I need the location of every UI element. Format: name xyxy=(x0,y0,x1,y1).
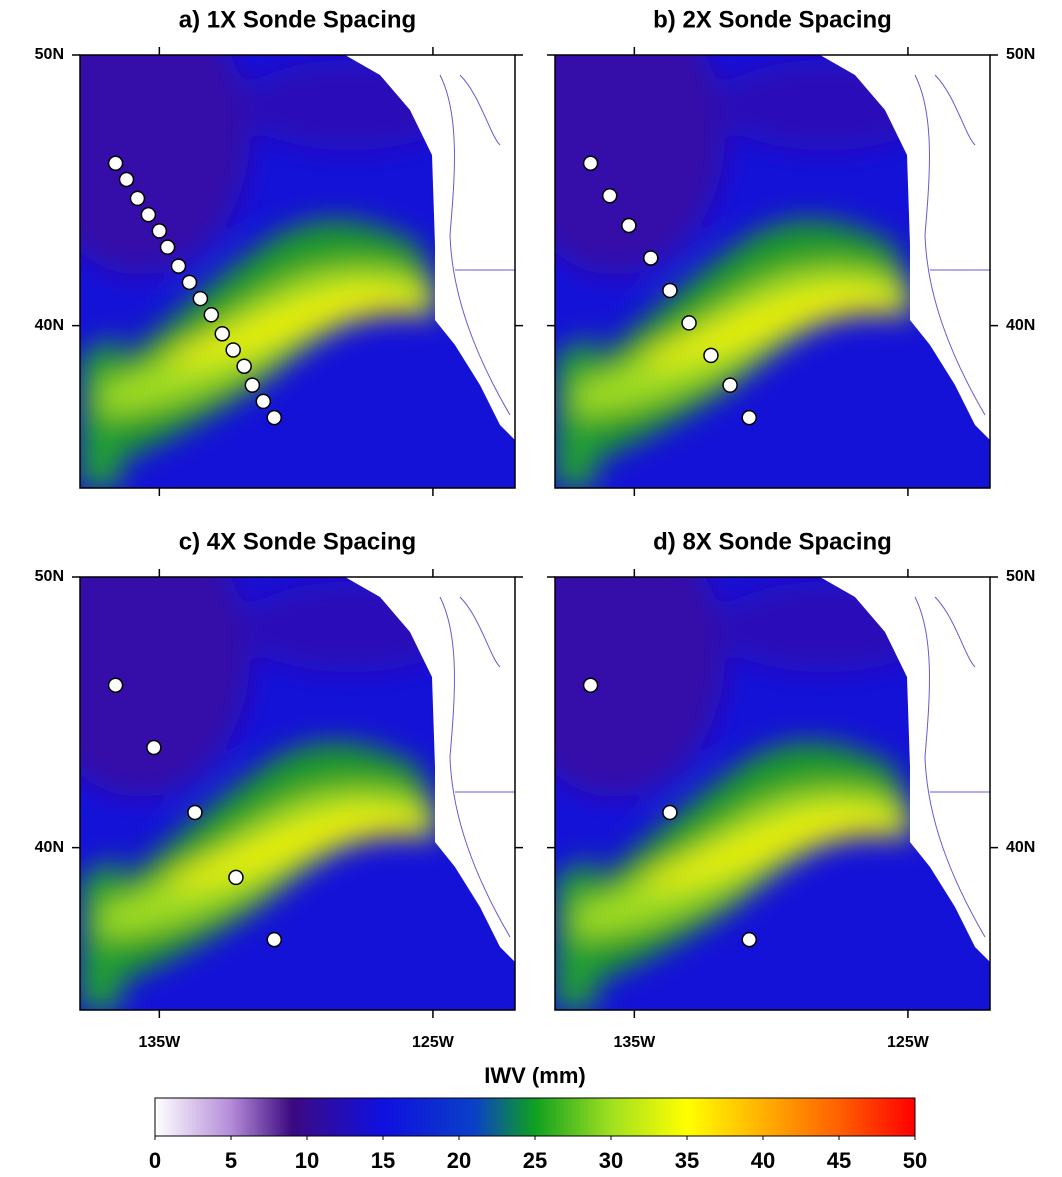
colorbar-tick-label: 0 xyxy=(149,1148,161,1173)
sonde xyxy=(151,223,168,239)
panel-title: d) 8X Sonde Spacing xyxy=(653,528,892,555)
sonde xyxy=(214,325,231,342)
sonde xyxy=(643,250,659,266)
lat-tick-label: 50N xyxy=(1006,46,1035,63)
sonde xyxy=(662,804,678,821)
sonde xyxy=(244,377,261,393)
panel-title: b) 2X Sonde Spacing xyxy=(653,6,892,33)
lon-tick-label: 135W xyxy=(613,1034,656,1051)
panel-title: a) 1X Sonde Spacing xyxy=(179,6,416,33)
sonde xyxy=(681,315,697,331)
sonde xyxy=(582,155,599,171)
sonde xyxy=(192,290,209,307)
lat-tick-label: 40N xyxy=(1006,317,1035,334)
colorbar-tick-label: 5 xyxy=(225,1148,237,1173)
sonde xyxy=(140,206,157,223)
sonde xyxy=(107,677,124,693)
panel-frame xyxy=(79,576,516,1011)
colorbar-tick-label: 15 xyxy=(371,1148,395,1173)
colorbar-tick-label: 50 xyxy=(903,1148,927,1173)
lat-tick-label: 50N xyxy=(35,46,64,63)
lat-tick-label: 50N xyxy=(35,568,64,585)
sonde xyxy=(146,739,162,756)
colorbar-tick-label: 35 xyxy=(675,1148,699,1173)
sonde xyxy=(225,342,241,358)
sonde xyxy=(266,931,282,948)
sonde xyxy=(118,171,135,188)
panel-frame xyxy=(79,54,516,489)
lat-tick-label: 40N xyxy=(35,317,64,334)
sonde xyxy=(266,409,282,426)
sonde xyxy=(228,869,244,886)
colorbar-tick-label: 25 xyxy=(523,1148,547,1173)
colorbar-tick-label: 40 xyxy=(751,1148,775,1173)
colorbar-tick-label: 30 xyxy=(599,1148,623,1173)
map-panel: b) 2X Sonde Spacing 40N 50N xyxy=(505,0,1035,496)
lat-tick-label: 40N xyxy=(1006,839,1035,856)
panel-frame xyxy=(554,54,991,489)
sonde xyxy=(236,358,252,374)
map-panel: a) 1X Sonde Spacing 40N 50N xyxy=(30,0,523,496)
map-panel: c) 4X Sonde Spacing 135W 125W 40N 50N xyxy=(30,517,523,1051)
sonde xyxy=(621,217,637,234)
sonde xyxy=(703,347,719,364)
colorbar-tick-label: 20 xyxy=(447,1148,471,1173)
colorbar-tick-label: 45 xyxy=(827,1148,851,1173)
colorbar-tick-label: 10 xyxy=(295,1148,319,1173)
sonde xyxy=(582,677,599,693)
sonde xyxy=(722,377,738,393)
sonde xyxy=(741,931,757,948)
panel-title: c) 4X Sonde Spacing xyxy=(179,528,416,555)
map-panel: d) 8X Sonde Spacing 135W 125W 40N 50N xyxy=(505,517,1035,1051)
sonde xyxy=(159,239,176,255)
sonde xyxy=(187,804,203,821)
lat-tick-label: 40N xyxy=(35,839,64,856)
sonde xyxy=(181,274,198,291)
lon-tick-label: 125W xyxy=(887,1034,930,1051)
sonde xyxy=(255,393,272,410)
sonde xyxy=(662,282,678,299)
colorbar-title: IWV (mm) xyxy=(484,1063,585,1088)
sonde xyxy=(601,187,618,204)
sonde xyxy=(741,409,757,426)
lon-tick-label: 125W xyxy=(412,1034,455,1051)
sonde xyxy=(107,155,124,171)
colorbar xyxy=(154,1097,916,1137)
lat-tick-label: 50N xyxy=(1006,568,1035,585)
lon-tick-label: 135W xyxy=(138,1034,181,1051)
sonde xyxy=(170,258,187,274)
sonde xyxy=(129,190,146,207)
panel-frame xyxy=(554,576,991,1011)
sonde xyxy=(203,307,220,323)
